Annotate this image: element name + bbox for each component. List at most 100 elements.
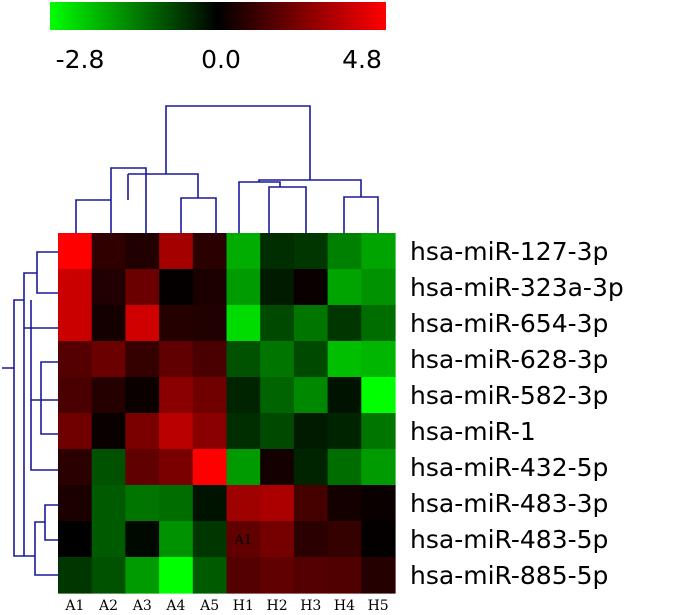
heatmap-cell xyxy=(361,449,396,486)
heatmap-cell xyxy=(58,449,93,486)
heatmap-cell xyxy=(260,233,295,270)
heatmap-cell xyxy=(58,521,93,558)
column-label: A3 xyxy=(132,598,152,614)
heatmap-cell xyxy=(226,269,261,306)
heatmap-cell xyxy=(159,269,194,306)
color-scale-legend: -2.8 0.0 4.8 xyxy=(50,2,386,74)
heatmap-cell xyxy=(91,377,126,414)
heatmap-cell xyxy=(327,269,362,306)
heatmap-cell xyxy=(192,341,228,378)
column-label: H2 xyxy=(266,598,287,614)
heatmap-cell xyxy=(361,377,396,414)
heatmap-cell xyxy=(91,269,126,306)
heatmap-cell xyxy=(192,269,228,306)
column-label: A4 xyxy=(165,598,185,614)
heatmap-cell xyxy=(327,413,362,450)
cell-annotations: A1 xyxy=(234,533,253,548)
heatmap-cell xyxy=(361,305,396,342)
heatmap-cell xyxy=(327,341,362,378)
heatmap-cell xyxy=(361,557,396,594)
heatmap-cell xyxy=(293,341,329,378)
heatmap-cell xyxy=(260,305,295,342)
heatmap-cell xyxy=(293,269,329,306)
column-label: H5 xyxy=(368,598,389,614)
row-label: hsa-miR-628-3p xyxy=(410,345,608,374)
row-label: hsa-miR-127-3p xyxy=(410,237,608,266)
heatmap-cell xyxy=(91,305,126,342)
heatmap-cell xyxy=(293,557,329,594)
heatmap-cell xyxy=(293,521,329,558)
heatmap-cell xyxy=(260,377,295,414)
heatmap-cell xyxy=(293,413,329,450)
row-label: hsa-miR-483-3p xyxy=(410,489,608,518)
heatmap-cell xyxy=(260,341,295,378)
heatmap-cell xyxy=(125,485,160,522)
heatmap-cell xyxy=(159,449,194,486)
heatmap-cell xyxy=(159,557,194,594)
heatmap-cell xyxy=(91,449,126,486)
heatmap-cell xyxy=(293,233,329,270)
heatmap-cell xyxy=(226,341,261,378)
heatmap-cell xyxy=(91,413,126,450)
heatmap-cell xyxy=(327,449,362,486)
heatmap-cell xyxy=(125,233,160,270)
column-label: H3 xyxy=(300,598,321,614)
heatmap-cell xyxy=(260,269,295,306)
heatmap-cells xyxy=(58,233,396,594)
column-label: A5 xyxy=(199,598,219,614)
column-label: A1 xyxy=(64,598,84,614)
heatmap-cell xyxy=(293,449,329,486)
heatmap-cell xyxy=(58,341,93,378)
heatmap-cell xyxy=(159,521,194,558)
row-labels: hsa-miR-127-3p hsa-miR-323a-3p hsa-miR-654… xyxy=(410,237,624,590)
row-label: hsa-miR-1 xyxy=(410,417,536,446)
heatmap-cell xyxy=(159,377,194,414)
heatmap-cell xyxy=(361,521,396,558)
heatmap-cell xyxy=(91,485,126,522)
heatmap-cell xyxy=(226,449,261,486)
heatmap-cell xyxy=(361,233,396,270)
heatmap-cell xyxy=(361,341,396,378)
heatmap-cell xyxy=(58,413,93,450)
row-label: hsa-miR-582-3p xyxy=(410,381,608,410)
heatmap-cell xyxy=(91,521,126,558)
heatmap-cell xyxy=(327,557,362,594)
row-label: hsa-miR-483-5p xyxy=(410,525,608,554)
heatmap-cell xyxy=(125,557,160,594)
heatmap-cell xyxy=(58,485,93,522)
heatmap-cell xyxy=(192,233,228,270)
heatmap-cell xyxy=(361,413,396,450)
heatmap-cell xyxy=(260,485,295,522)
heatmap-cell xyxy=(226,305,261,342)
heatmap-cell xyxy=(125,305,160,342)
heatmap-cell xyxy=(91,557,126,594)
scale-tick-max: 4.8 xyxy=(342,45,382,74)
heatmap-cell xyxy=(260,557,295,594)
heatmap-cell xyxy=(58,269,93,306)
heatmap-cell xyxy=(361,269,396,306)
heatmap-cell xyxy=(327,485,362,522)
column-labels: A1 A2 A3 A4 A5 H1 H2 H3 H4 H5 xyxy=(64,598,388,614)
row-label: hsa-miR-885-5p xyxy=(410,561,608,590)
heatmap-cell xyxy=(192,305,228,342)
heatmap-cell xyxy=(91,341,126,378)
heatmap-cell xyxy=(91,233,126,270)
row-label: hsa-miR-323a-3p xyxy=(410,273,624,302)
heatmap-cell xyxy=(159,233,194,270)
heatmap-cell xyxy=(327,377,362,414)
column-label: H4 xyxy=(334,598,355,614)
heatmap-cell xyxy=(159,305,194,342)
heatmap-cell xyxy=(125,521,160,558)
heatmap-cell xyxy=(327,233,362,270)
column-label: H1 xyxy=(233,598,254,614)
heatmap-cell xyxy=(226,521,261,558)
column-dendrogram xyxy=(75,105,379,233)
heatmap-cell xyxy=(192,485,228,522)
heatmap-cell xyxy=(260,521,295,558)
heatmap-cell xyxy=(125,413,160,450)
heatmap-cell xyxy=(192,377,228,414)
scale-tick-min: -2.8 xyxy=(56,45,105,74)
row-label: hsa-miR-432-5p xyxy=(410,453,608,482)
heatmap-cell xyxy=(159,341,194,378)
